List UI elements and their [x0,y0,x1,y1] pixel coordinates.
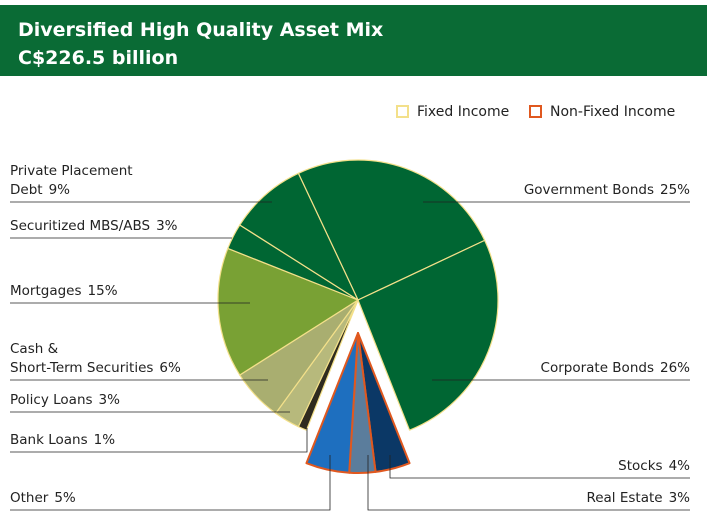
slice-category: Stocks [618,458,663,474]
legend-label: Non-Fixed Income [550,104,675,120]
header-band [0,5,707,76]
slice-label: Stocks 4% [618,457,690,476]
slice-value-label: 3% [156,218,178,234]
slice-value-label: 15% [87,283,118,299]
slice-category: Mortgages [10,283,82,299]
slice-category: Policy Loans [10,392,93,408]
slice-label: Cash & Short-Term Securities 6% [10,340,181,378]
slice-value-label: 25% [659,182,690,198]
slice-label: Corporate Bonds 26% [541,359,690,378]
slice-label: Bank Loans 1% [10,431,115,450]
slice-value-label: 3% [98,392,120,408]
legend-swatch [396,105,409,118]
slice-value-label: 9% [48,182,70,198]
pie-slice [297,159,486,301]
slice-category: Cash & Short-Term Securities [10,341,154,376]
slice-label: Government Bonds 25% [524,181,690,200]
slice-value-label: 4% [668,458,690,474]
leader-line [389,455,690,479]
pie-slice [239,172,359,301]
slice-value-label: 6% [159,360,181,376]
slice-label: Real Estate 3% [586,489,690,508]
slice-label: Private Placement Debt 9% [10,162,133,200]
chart-subtitle: C$226.5 billion [18,47,178,69]
legend-label: Fixed Income [417,104,509,120]
slice-category: Government Bonds [523,182,654,198]
slice-category: Bank Loans [10,432,88,448]
chart-title: Diversified High Quality Asset Mix [18,19,383,41]
slice-label: Securitized MBS/ABS 3% [10,217,178,236]
leader-line [10,428,308,453]
pie-slice [305,332,359,474]
slice-value-label: 26% [659,360,690,376]
slice-value-label: 3% [668,490,690,506]
slice-value-label: 1% [93,432,116,448]
pie-slice [217,247,359,376]
slice-value-label: 5% [54,490,76,506]
leader-line [367,455,690,511]
slice-label: Policy Loans 3% [10,391,120,410]
legend-swatch [529,105,542,118]
slice-label: Mortgages 15% [10,282,118,301]
slice-category: Corporate Bonds [540,360,654,376]
slice-category: Real Estate [586,490,663,506]
slice-label: Other 5% [10,489,76,508]
slice-category: Securitized MBS/ABS [10,218,151,234]
slice-category: Private Placement Debt [10,163,133,198]
leader-line [10,455,331,511]
slice-category: Other [10,490,49,506]
pie-slice [357,239,499,431]
